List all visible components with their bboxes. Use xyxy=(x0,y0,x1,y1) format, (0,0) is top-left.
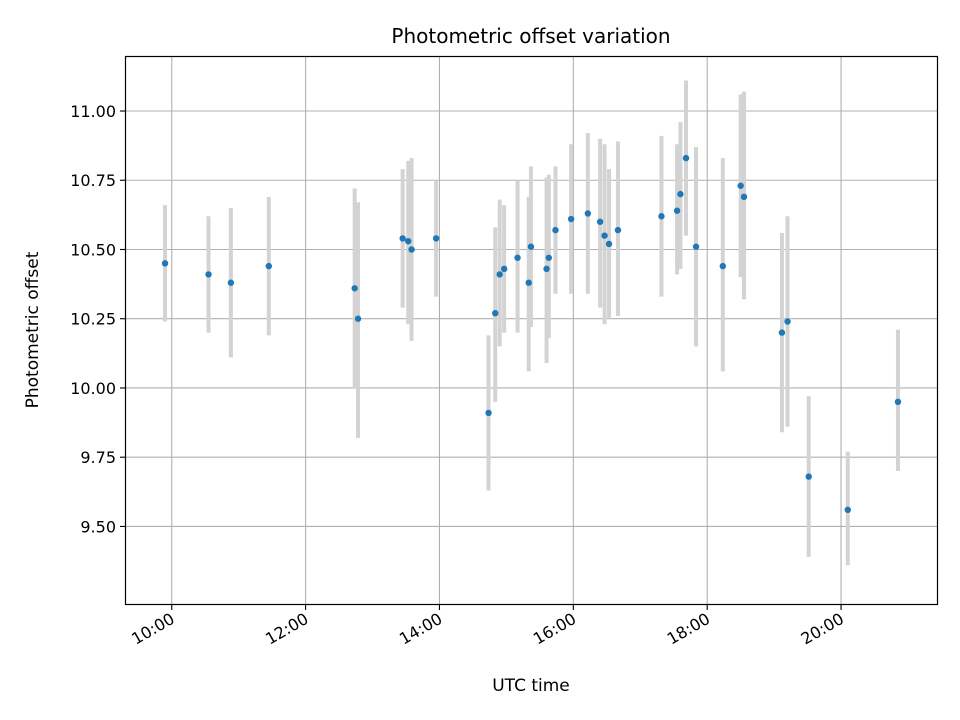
y-tick-label: 10.50 xyxy=(70,240,116,259)
data-point xyxy=(227,279,235,286)
data-point xyxy=(737,182,744,189)
data-point xyxy=(485,409,492,417)
data-point xyxy=(408,246,415,253)
chart-title: Photometric offset variation xyxy=(391,24,670,48)
y-axis-label: Photometric offset xyxy=(23,251,43,408)
data-point xyxy=(692,243,700,250)
x-tick-label: 18:00 xyxy=(664,609,713,649)
x-tick-label: 20:00 xyxy=(798,609,847,649)
x-tick-label: 10:00 xyxy=(128,609,177,649)
data-point xyxy=(432,235,440,242)
data-point xyxy=(894,398,902,406)
data-points xyxy=(161,154,902,514)
data-point xyxy=(399,235,406,242)
data-point xyxy=(778,329,786,336)
data-point xyxy=(265,262,272,270)
data-point xyxy=(205,271,212,278)
data-point xyxy=(601,232,608,239)
data-point xyxy=(596,218,604,225)
data-point xyxy=(496,271,503,278)
x-tick-label: 14:00 xyxy=(396,609,445,649)
data-point xyxy=(682,154,690,162)
data-point xyxy=(161,260,169,267)
x-axis-label: UTC time xyxy=(492,676,570,696)
data-point xyxy=(525,279,532,286)
x-tick-label: 16:00 xyxy=(530,609,579,649)
data-point xyxy=(543,265,550,273)
data-point xyxy=(567,215,575,223)
data-point xyxy=(552,226,559,234)
y-tick-label: 10.25 xyxy=(70,310,116,329)
data-point xyxy=(784,318,791,325)
y-tick-label: 11.00 xyxy=(70,102,116,121)
data-point xyxy=(405,237,412,245)
x-tick-label: 12:00 xyxy=(262,609,311,649)
data-point xyxy=(527,243,535,250)
data-point xyxy=(719,262,727,270)
y-axis: 9.50 9.75 10.00 10.25 10.50 10.75 11.00 xyxy=(70,102,126,536)
data-point xyxy=(492,309,499,317)
data-point xyxy=(354,315,362,322)
y-tick-label: 9.75 xyxy=(80,448,116,467)
data-point xyxy=(584,210,592,217)
data-point xyxy=(500,265,508,273)
y-tick-label: 10.00 xyxy=(70,379,116,398)
x-axis: 10:00 12:00 14:00 16:00 18:00 20:00 xyxy=(128,604,847,649)
data-point xyxy=(673,207,681,214)
data-point xyxy=(805,473,812,480)
data-point xyxy=(605,240,613,248)
data-point xyxy=(677,190,684,198)
y-tick-label: 10.75 xyxy=(70,171,116,190)
data-point xyxy=(658,213,665,220)
data-point xyxy=(514,254,521,261)
data-point xyxy=(545,254,552,261)
data-point xyxy=(740,193,748,201)
plot-frame xyxy=(124,55,939,606)
y-tick-label: 9.50 xyxy=(80,517,116,536)
data-point xyxy=(351,285,358,292)
grid xyxy=(126,57,937,604)
data-point xyxy=(614,226,622,234)
data-point xyxy=(844,506,851,514)
